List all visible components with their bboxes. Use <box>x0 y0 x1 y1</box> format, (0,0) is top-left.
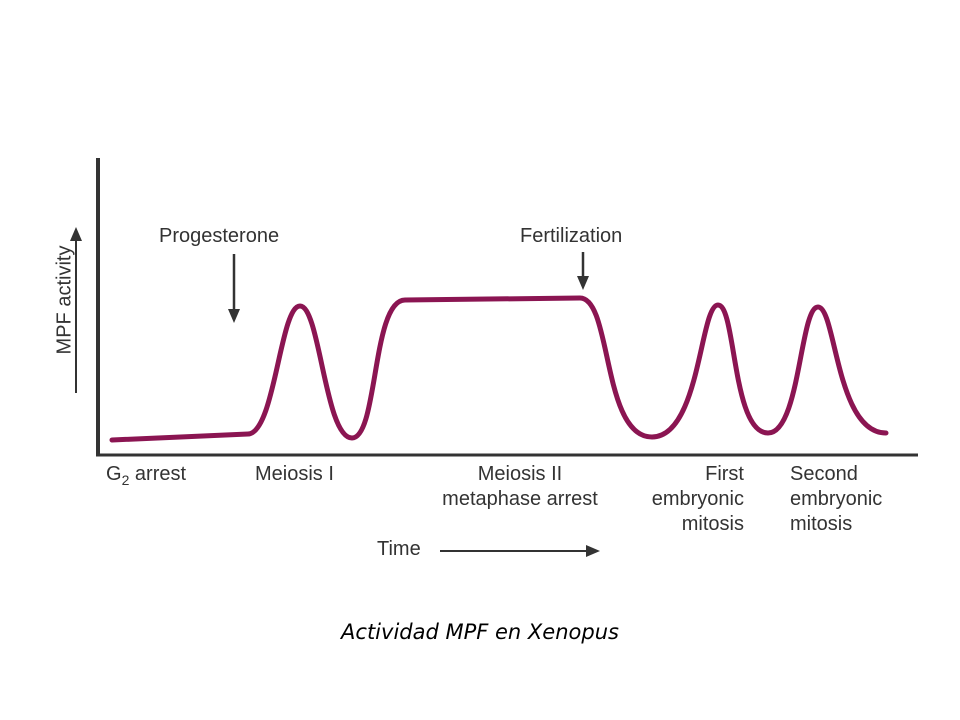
phase-g2-arrest: G2 arrest <box>106 462 186 493</box>
time-arrow-icon <box>440 545 600 557</box>
first-mitosis-line-2: embryonic <box>651 488 744 510</box>
second-mitosis-line-3: mitosis <box>790 513 853 535</box>
y-axis-label: MPF activity <box>53 245 76 355</box>
g2-base: G <box>106 463 122 485</box>
phase-second-mitosis: Second embryonic mitosis <box>790 462 882 537</box>
fertilization-label: Fertilization <box>520 225 623 247</box>
g2-rest: arrest <box>129 463 187 485</box>
progesterone-label: Progesterone <box>159 225 280 247</box>
first-mitosis-line-3: mitosis <box>681 513 744 535</box>
y-axis-arrow-icon <box>70 227 82 393</box>
first-mitosis-line-1: First <box>705 463 744 485</box>
second-mitosis-line-2: embryonic <box>790 488 883 510</box>
meiosis-2-line-2: metaphase arrest <box>442 488 598 510</box>
mpf-activity-curve <box>109 295 889 443</box>
second-mitosis-line-1: Second <box>790 463 858 485</box>
fertilization-arrow-icon <box>577 252 589 290</box>
phase-meiosis-2: Meiosis II metaphase arrest <box>405 462 635 512</box>
meiosis-2-line-1: Meiosis II <box>477 463 563 485</box>
g2-subscript: 2 <box>121 472 130 488</box>
phase-meiosis-1: Meiosis I <box>255 462 334 487</box>
progesterone-arrow-icon <box>228 254 240 323</box>
meiosis-1-line: Meiosis I <box>255 463 334 485</box>
figure-caption: Actividad MPF en Xenopus <box>341 620 619 644</box>
time-axis-label: Time <box>377 538 421 560</box>
phase-first-mitosis: First embryonic mitosis <box>620 462 744 537</box>
